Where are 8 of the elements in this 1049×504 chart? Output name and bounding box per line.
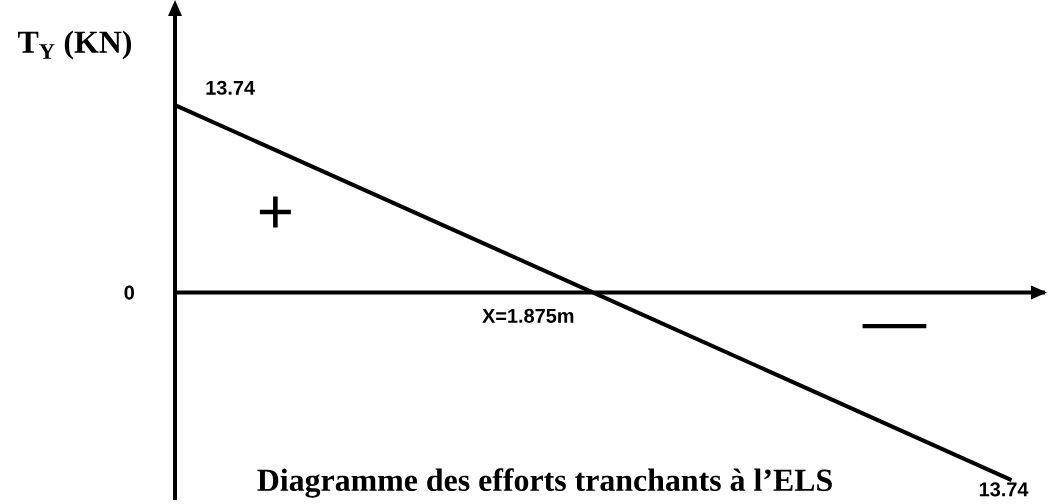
annotation: + [259, 196, 291, 228]
text: 0 [124, 285, 134, 300]
text: Diagramme des efforts tranchants à l’ELS [257, 468, 832, 498]
text: 13.74 [206, 80, 255, 95]
text: 13.74 [979, 482, 1029, 497]
annotation: X=1.875m [482, 308, 574, 323]
annotation: — [862, 323, 927, 329]
y-axis-title: T$_{Y}$ (KN) [18, 30, 132, 60]
